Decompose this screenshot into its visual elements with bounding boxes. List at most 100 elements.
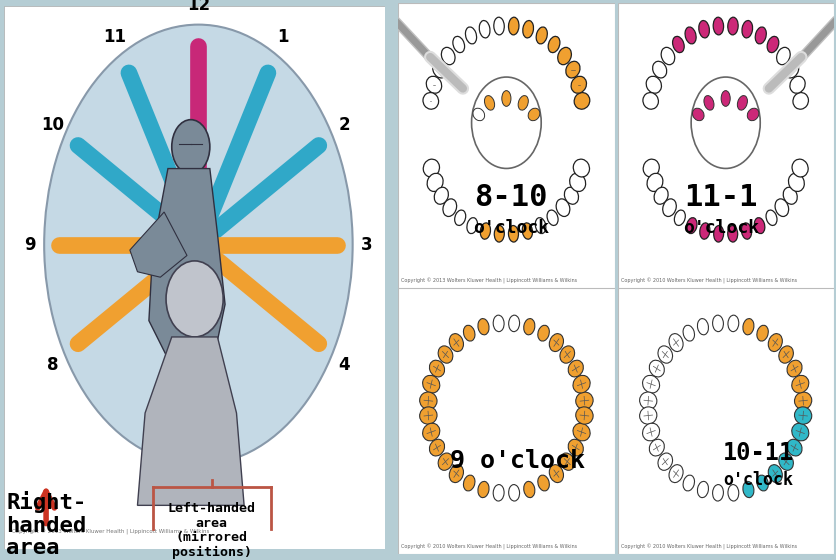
Ellipse shape	[442, 199, 456, 217]
Ellipse shape	[573, 423, 589, 441]
Ellipse shape	[793, 407, 811, 424]
Ellipse shape	[783, 61, 798, 78]
Ellipse shape	[536, 27, 547, 44]
Ellipse shape	[522, 21, 533, 38]
Ellipse shape	[429, 439, 444, 456]
Polygon shape	[149, 169, 225, 359]
Polygon shape	[130, 212, 186, 277]
Ellipse shape	[423, 159, 439, 177]
Ellipse shape	[774, 199, 788, 217]
Polygon shape	[137, 337, 244, 505]
Ellipse shape	[492, 315, 503, 332]
Ellipse shape	[573, 159, 589, 177]
Text: Left-handed
area
(mirrored
positions): Left-handed area (mirrored positions)	[167, 502, 256, 559]
Ellipse shape	[426, 173, 442, 192]
Ellipse shape	[786, 439, 801, 456]
Ellipse shape	[657, 346, 672, 363]
Ellipse shape	[767, 334, 782, 352]
Ellipse shape	[422, 375, 439, 393]
Ellipse shape	[657, 453, 672, 470]
Text: 12: 12	[186, 0, 210, 13]
Ellipse shape	[472, 108, 484, 121]
Ellipse shape	[721, 91, 729, 106]
Ellipse shape	[776, 48, 789, 65]
Ellipse shape	[508, 315, 519, 332]
Ellipse shape	[649, 439, 664, 456]
Ellipse shape	[660, 48, 674, 65]
Ellipse shape	[493, 17, 503, 35]
Ellipse shape	[767, 36, 777, 53]
Ellipse shape	[429, 360, 444, 377]
Ellipse shape	[682, 475, 694, 491]
Ellipse shape	[696, 482, 707, 498]
Ellipse shape	[548, 465, 563, 483]
Ellipse shape	[684, 27, 696, 44]
Ellipse shape	[573, 375, 589, 393]
Ellipse shape	[426, 76, 441, 94]
Ellipse shape	[711, 484, 722, 501]
Ellipse shape	[742, 482, 753, 498]
Ellipse shape	[686, 218, 696, 234]
Ellipse shape	[559, 346, 574, 363]
Text: 11-1: 11-1	[684, 183, 757, 212]
Text: 10: 10	[41, 115, 64, 134]
Ellipse shape	[419, 407, 436, 424]
Circle shape	[471, 77, 541, 169]
Text: 3: 3	[360, 236, 372, 254]
Ellipse shape	[494, 226, 504, 242]
Ellipse shape	[568, 439, 583, 456]
Ellipse shape	[492, 484, 503, 501]
Circle shape	[44, 25, 352, 465]
Text: 4: 4	[338, 356, 349, 374]
Ellipse shape	[742, 319, 753, 335]
Ellipse shape	[548, 334, 563, 352]
FancyBboxPatch shape	[397, 3, 614, 288]
Ellipse shape	[538, 325, 548, 341]
Text: 1: 1	[277, 27, 288, 46]
Text: 11: 11	[103, 27, 125, 46]
Ellipse shape	[548, 36, 559, 53]
Ellipse shape	[652, 61, 666, 78]
Ellipse shape	[570, 76, 586, 94]
Ellipse shape	[573, 92, 589, 109]
Ellipse shape	[792, 92, 808, 109]
Ellipse shape	[535, 218, 545, 234]
Ellipse shape	[642, 375, 659, 393]
Ellipse shape	[713, 226, 723, 242]
Ellipse shape	[449, 465, 463, 483]
Ellipse shape	[791, 159, 808, 177]
FancyBboxPatch shape	[617, 288, 833, 554]
Ellipse shape	[642, 159, 659, 177]
Ellipse shape	[699, 223, 709, 239]
Text: o'clock: o'clock	[682, 220, 758, 237]
Ellipse shape	[727, 315, 738, 332]
Ellipse shape	[480, 223, 490, 239]
Ellipse shape	[557, 48, 571, 65]
Ellipse shape	[645, 76, 660, 94]
Ellipse shape	[422, 92, 438, 109]
Text: 9: 9	[24, 236, 36, 254]
Ellipse shape	[522, 223, 532, 239]
Text: 8: 8	[47, 356, 59, 374]
Circle shape	[691, 77, 759, 169]
Text: Right-
handed
area: Right- handed area	[6, 491, 86, 558]
Ellipse shape	[698, 21, 709, 38]
Ellipse shape	[737, 96, 747, 110]
Ellipse shape	[646, 173, 662, 192]
Ellipse shape	[791, 423, 808, 441]
Ellipse shape	[477, 482, 488, 498]
Text: 10-11: 10-11	[721, 441, 793, 465]
Ellipse shape	[507, 226, 517, 242]
Ellipse shape	[691, 108, 703, 121]
Ellipse shape	[452, 36, 464, 53]
FancyBboxPatch shape	[617, 3, 833, 288]
Ellipse shape	[668, 465, 682, 483]
Text: Copyright © 2010 Wolters Kluwer Health | Lippincott Williams & Wilkins: Copyright © 2010 Wolters Kluwer Health |…	[400, 544, 576, 550]
Ellipse shape	[777, 453, 793, 470]
Ellipse shape	[454, 210, 465, 226]
Ellipse shape	[727, 484, 738, 501]
Ellipse shape	[793, 392, 811, 409]
Ellipse shape	[477, 319, 488, 335]
Ellipse shape	[653, 187, 667, 204]
Ellipse shape	[575, 392, 593, 409]
